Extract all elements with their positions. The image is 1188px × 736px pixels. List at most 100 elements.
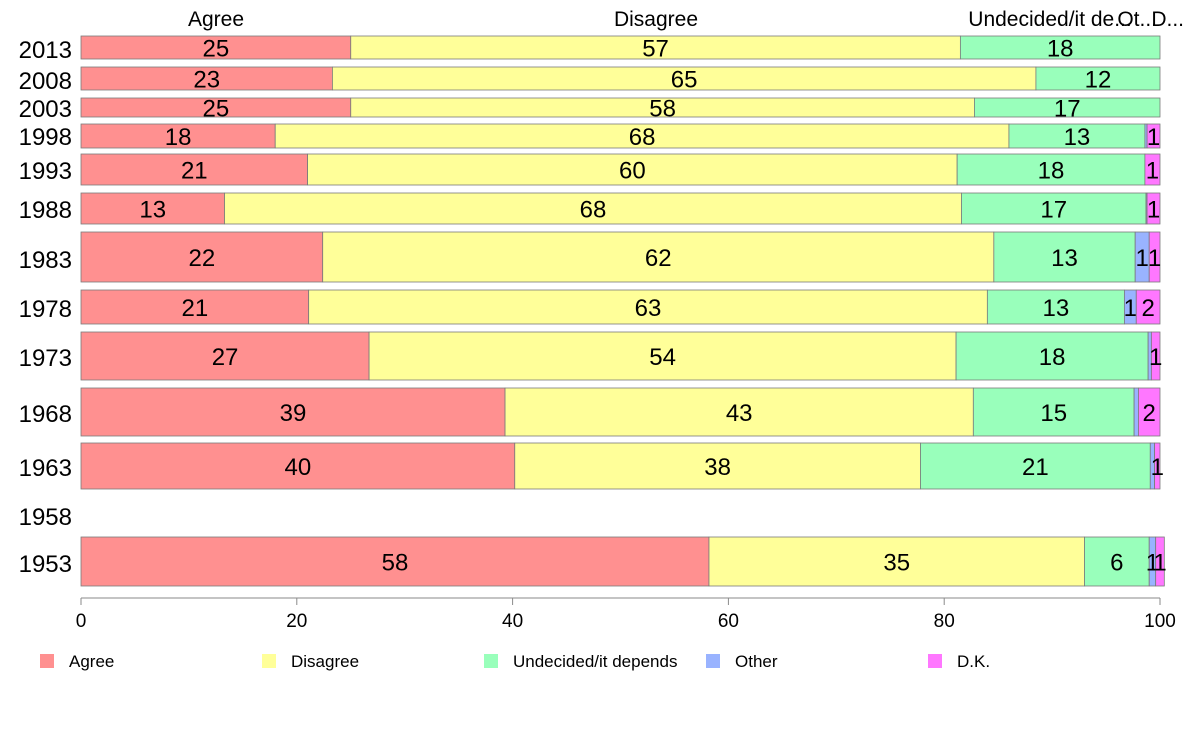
x-tick-label: 80 <box>934 611 955 632</box>
data-label: 12 <box>1085 67 1112 94</box>
bar-segment <box>1150 331 1161 381</box>
data-label: 1 <box>1149 344 1162 371</box>
bar-segment <box>1155 536 1165 587</box>
legend-label: Agree <box>69 652 114 671</box>
data-label: 21 <box>181 295 208 322</box>
data-label: 1 <box>1136 245 1149 272</box>
data-label: 38 <box>704 454 731 481</box>
legend-swatch <box>928 654 942 668</box>
year-label: 1963 <box>19 455 72 482</box>
bar-segment <box>974 97 1161 118</box>
data-label: 27 <box>212 344 239 371</box>
legend-label: Disagree <box>291 652 359 671</box>
data-label: 2 <box>1143 400 1156 427</box>
bar-segment <box>1148 231 1161 283</box>
bar-segment <box>1135 289 1161 325</box>
x-tick-label: 20 <box>286 611 307 632</box>
bar-segment <box>955 331 1149 381</box>
bar-segment <box>514 442 921 490</box>
bar-segment <box>1138 387 1161 437</box>
data-label: 35 <box>883 550 910 577</box>
year-label: 2003 <box>19 96 72 123</box>
data-label: 25 <box>203 96 230 123</box>
bar-segment <box>80 192 225 225</box>
bar-segment <box>972 387 1135 437</box>
bar-segment <box>708 536 1085 587</box>
data-label: 18 <box>1047 36 1074 63</box>
bar-segment <box>956 153 1146 186</box>
year-label: 1978 <box>19 296 72 323</box>
bar-segment <box>959 35 1161 60</box>
data-label: 54 <box>649 344 676 371</box>
year-label: 1958 <box>19 504 72 531</box>
bar-segment <box>308 289 988 325</box>
bar-segment <box>993 231 1136 283</box>
bar-segment <box>80 123 276 149</box>
year-label: 1983 <box>19 247 72 274</box>
legend: Agree Disagree Undecided/it depends Other D.… <box>40 652 990 671</box>
bar-segment <box>986 289 1125 325</box>
data-label: 68 <box>580 197 607 224</box>
bar-segment <box>1035 66 1161 91</box>
bar-segment <box>1146 192 1161 225</box>
bar-segment <box>1084 536 1150 587</box>
bar-segment <box>80 153 308 186</box>
column-header: Undecided/it de... <box>968 8 1131 31</box>
bar-segment <box>80 536 710 587</box>
bar-segment <box>1133 387 1139 437</box>
data-label: 18 <box>165 124 192 151</box>
data-label: 1 <box>1147 197 1160 224</box>
year-label: 1993 <box>19 158 72 185</box>
bar-segment <box>80 331 370 381</box>
data-label: 1 <box>1148 245 1161 272</box>
data-label: 62 <box>645 245 672 272</box>
column-header: Agree <box>188 8 244 31</box>
data-label: 17 <box>1054 96 1081 123</box>
column-header: D... <box>1151 8 1184 31</box>
data-label: 18 <box>1039 344 1066 371</box>
legend-label: Other <box>735 652 778 671</box>
data-label: 25 <box>203 36 230 63</box>
bar-segment <box>80 442 516 490</box>
year-label: 2013 <box>19 37 72 64</box>
column-header: Disagree <box>614 8 698 31</box>
data-label: 21 <box>1022 454 1049 481</box>
data-label: 43 <box>726 400 753 427</box>
data-label: 13 <box>139 197 166 224</box>
data-label: 13 <box>1043 295 1070 322</box>
data-label: 23 <box>193 67 220 94</box>
bar-segment <box>1146 123 1161 149</box>
legend-label: Undecided/it depends <box>513 652 677 671</box>
bar-segment <box>920 442 1151 490</box>
data-label: 13 <box>1051 245 1078 272</box>
year-label: 1968 <box>19 401 72 428</box>
x-tick-label: 60 <box>718 611 739 632</box>
bar-segment <box>1144 153 1161 186</box>
data-label: 1 <box>1151 454 1164 481</box>
data-label: 68 <box>629 124 656 151</box>
year-label: 1973 <box>19 345 72 372</box>
x-tick-label: 40 <box>502 611 523 632</box>
data-label: 40 <box>285 454 312 481</box>
data-label: 65 <box>671 67 698 94</box>
data-label: 6 <box>1110 550 1123 577</box>
data-label: 13 <box>1064 124 1091 151</box>
legend-swatch <box>706 654 720 668</box>
bar-segment <box>1154 442 1161 490</box>
column-header: Ot... <box>1117 8 1157 31</box>
x-tick-label: 100 <box>1144 611 1176 632</box>
bar-segment <box>80 387 506 437</box>
data-label: 58 <box>382 550 409 577</box>
bar-segment <box>322 231 995 283</box>
data-label: 58 <box>649 96 676 123</box>
data-label: 63 <box>635 295 662 322</box>
data-label: 2 <box>1141 295 1154 322</box>
bar-segment <box>80 289 310 325</box>
year-label: 1998 <box>19 124 72 151</box>
data-label: 39 <box>280 400 307 427</box>
data-label: 57 <box>642 36 669 63</box>
legend-swatch <box>262 654 276 668</box>
year-label: 2008 <box>19 68 72 95</box>
